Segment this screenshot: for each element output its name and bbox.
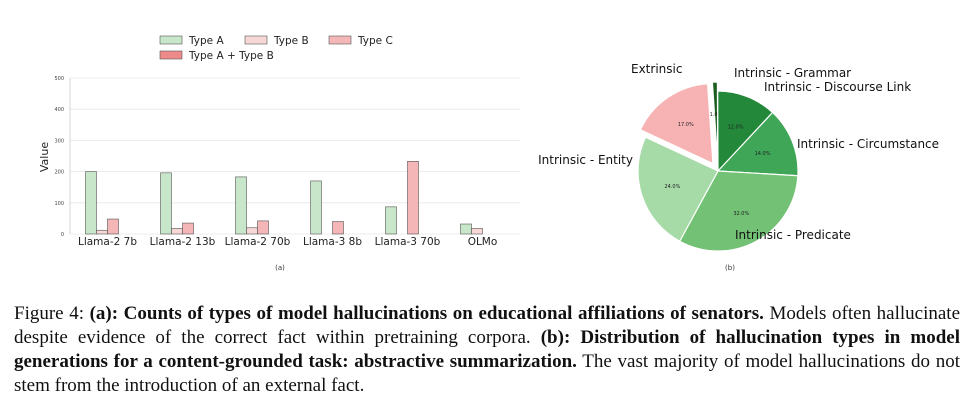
panel-label-b: (b) — [725, 264, 735, 272]
figure-canvas: 0 100 200 300 400 500 Value Llama-2 7b Llama-2 1… — [38, 35, 939, 272]
bar — [407, 161, 419, 235]
caption-a-text: Models often hallucinate despite evidenc… — [14, 303, 961, 348]
bar — [171, 228, 183, 235]
bar — [96, 229, 108, 235]
pie-label-entity: Intrinsic - Entity — [538, 153, 633, 167]
figure-caption: Figure 4: (a): Counts of types of model … — [14, 302, 960, 398]
y-tick-label: 200 — [54, 170, 64, 176]
y-tick-label: 500 — [54, 76, 64, 82]
bar — [460, 223, 472, 235]
x-tick-label: Llama-2 13b — [150, 236, 216, 248]
legend-swatch — [328, 35, 352, 45]
y-axis-label: Value — [38, 142, 51, 172]
y-tick-label: 300 — [54, 138, 64, 144]
pie-chart: 17.0% Extrinsic 1.0% Intrinsic - Grammar 12.… — [538, 62, 939, 272]
bar — [332, 221, 344, 235]
legend-swatch — [159, 50, 183, 60]
pie-slice — [678, 170, 799, 252]
caption-prefix: Figure 4: — [14, 303, 90, 324]
pie-slice — [639, 83, 714, 165]
legend-swatch — [159, 35, 183, 45]
bar — [246, 227, 258, 235]
bar — [310, 180, 322, 235]
x-tick-label: Llama-3 70b — [375, 236, 441, 248]
pie-slice — [716, 111, 799, 177]
bar-chart: 0 100 200 300 400 500 Value Llama-2 7b Llama-2 1… — [38, 35, 520, 272]
pie-slice — [717, 90, 774, 173]
bar — [107, 218, 119, 235]
pie-pct-label: 17.0% — [678, 122, 694, 128]
y-tick-label: 0 — [61, 232, 64, 238]
pie-slice — [637, 136, 719, 243]
bar — [182, 222, 194, 235]
caption-b-title: : Distribution of hallucination types in… — [14, 327, 960, 372]
panel-label-a: (a) — [275, 264, 285, 272]
y-tick-label: 400 — [54, 107, 64, 113]
bar — [235, 176, 247, 235]
pie-slice — [711, 81, 719, 163]
legend-label: Type C — [357, 35, 393, 47]
bar — [257, 220, 269, 235]
caption-a-tag: (a) — [89, 303, 112, 324]
legend-label: Type A + Type B — [188, 50, 274, 62]
caption-b-text: The vast majority of model hallucination… — [14, 351, 960, 396]
pie-pct-label: 24.0% — [664, 184, 680, 190]
x-tick-label: Llama-3 8b — [303, 236, 362, 248]
x-tick-label: Llama-2 7b — [78, 236, 137, 248]
x-tick-label: Llama-2 70b — [225, 236, 291, 248]
pie-label-discourse-link: Intrinsic - Discourse Link — [764, 80, 911, 94]
legend-swatch — [244, 35, 268, 45]
pie-label-circumstance: Intrinsic - Circumstance — [797, 137, 939, 151]
y-tick-label: 100 — [54, 201, 64, 207]
bar — [471, 228, 483, 235]
x-tick-label: OLMo — [468, 236, 498, 248]
legend-label: Type B — [273, 35, 309, 47]
bar — [85, 171, 97, 235]
pie-label-grammar: Intrinsic - Grammar — [734, 66, 851, 80]
pie-label-predicate: Intrinsic - Predicate — [735, 228, 851, 242]
pie-pct-label: 12.0% — [728, 124, 744, 130]
pie-label-extrinsic: Extrinsic — [631, 62, 682, 76]
caption-b-tag: (b) — [540, 327, 564, 348]
bar — [385, 206, 397, 235]
legend-label: Type A — [188, 35, 224, 47]
bar — [160, 172, 172, 235]
caption-a-title: : Counts of types of model hallucination… — [111, 303, 764, 324]
pie-pct-label: 32.0% — [733, 211, 749, 217]
pie-pct-label: 14.0% — [755, 151, 771, 157]
pie-pct-label: 1.0% — [710, 112, 723, 118]
